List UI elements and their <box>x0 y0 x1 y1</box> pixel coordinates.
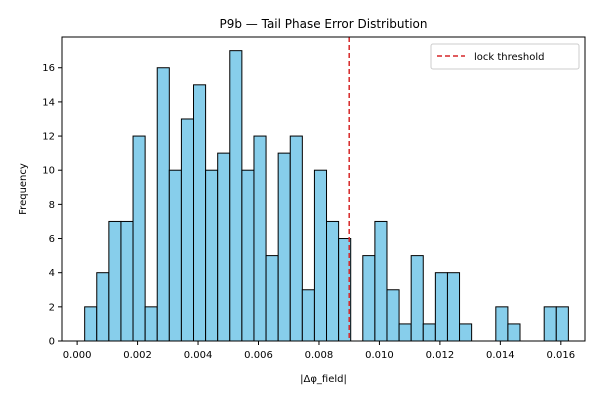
histogram-bar <box>156 67 170 342</box>
y-tick-label: 2 <box>49 302 55 313</box>
histogram-bar <box>386 289 400 342</box>
histogram-bar <box>180 118 195 342</box>
histogram-bar <box>289 135 303 342</box>
histogram-bar <box>108 220 122 342</box>
histogram-bar <box>168 169 182 342</box>
histogram-bar <box>507 323 521 342</box>
x-tick-label: 0.000 <box>63 350 92 361</box>
histogram-bar <box>543 306 557 342</box>
legend-threshold-label: lock threshold <box>474 52 544 63</box>
x-tick-label: 0.016 <box>546 350 575 361</box>
histogram-bar <box>277 152 291 342</box>
x-axis-label: |Δφ_field| <box>300 374 347 385</box>
histogram-bar <box>362 255 376 342</box>
x-tick-label: 0.014 <box>486 350 515 361</box>
y-tick-label: 4 <box>49 268 55 279</box>
histogram-bar <box>193 84 207 342</box>
histogram-bar <box>84 306 98 342</box>
x-tick-label: 0.002 <box>123 350 152 361</box>
y-tick-label: 6 <box>49 234 55 245</box>
histogram-bar <box>459 323 473 342</box>
histogram-bar <box>422 323 436 342</box>
legend-box <box>430 43 580 70</box>
histogram-bar <box>555 306 569 342</box>
histogram-bar <box>434 272 448 342</box>
plot-frame <box>61 36 586 342</box>
histogram-bar <box>374 220 388 342</box>
y-tick-label: 10 <box>42 166 55 177</box>
histogram-bar <box>446 272 461 342</box>
y-tick-label: 16 <box>42 63 55 74</box>
histogram-bar <box>144 306 158 342</box>
y-tick-label: 12 <box>42 132 55 143</box>
legend: lock threshold <box>430 43 580 70</box>
histogram-bars <box>84 50 569 342</box>
histogram-bar <box>120 220 134 342</box>
histogram-bar <box>205 169 219 342</box>
histogram-bar <box>410 255 424 342</box>
x-tick-label: 0.012 <box>426 350 455 361</box>
histogram-bar <box>96 272 110 342</box>
histogram-bar <box>313 169 328 342</box>
x-axis-ticks: 0.000 0.002 0.004 0.006 0.008 0.010 0.012 0.014… <box>63 341 575 361</box>
y-tick-label: 0 <box>49 337 55 348</box>
histogram-bar <box>265 255 279 342</box>
x-tick-label: 0.010 <box>365 350 394 361</box>
histogram-bar <box>253 135 267 342</box>
y-axis-ticks: 0 2 4 6 8 10 12 14 16 <box>42 63 62 348</box>
chart-title: P9b — Tail Phase Error Distribution <box>219 17 427 31</box>
histogram-bar <box>326 220 340 342</box>
x-tick-label: 0.006 <box>244 350 273 361</box>
histogram-bar <box>217 152 231 342</box>
y-axis-label: Frequency <box>18 163 29 215</box>
histogram-bar <box>229 50 243 342</box>
x-tick-label: 0.004 <box>184 350 213 361</box>
histogram-bar <box>398 323 412 342</box>
histogram-bar <box>495 306 509 342</box>
y-tick-label: 8 <box>49 200 55 211</box>
histogram-bar <box>132 135 146 342</box>
y-tick-label: 14 <box>42 97 55 108</box>
histogram-bar <box>301 289 315 342</box>
x-tick-label: 0.008 <box>305 350 334 361</box>
histogram-bar <box>241 169 255 342</box>
